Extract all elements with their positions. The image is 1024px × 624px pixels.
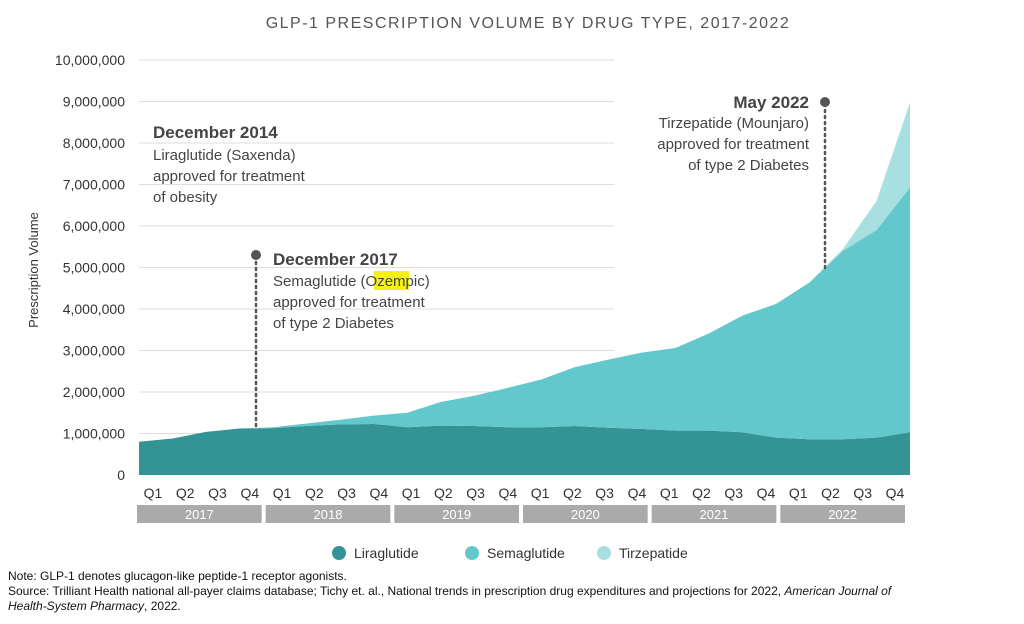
annotation-line: approved for treatment (153, 168, 306, 185)
y-tick-label: 1,000,000 (63, 426, 125, 442)
legend: Liraglutide Semaglutide Tirzepatide (332, 545, 688, 561)
y-tick-label: 7,000,000 (63, 177, 125, 193)
x-tick-label: Q2 (821, 485, 840, 501)
area-semaglutide (139, 187, 910, 442)
year-bands: 2017 2018 2019 2020 2021 2022 (137, 505, 905, 523)
text-highlight (374, 271, 409, 290)
x-tick-label: Q4 (240, 485, 259, 501)
y-axis-label: Prescription Volume (26, 212, 41, 328)
year-band (137, 505, 262, 523)
x-tick-label: Q3 (208, 485, 227, 501)
x-tick-label: Q2 (692, 485, 711, 501)
source-journal: American Journal of (784, 584, 892, 598)
x-tick-label: Q2 (305, 485, 324, 501)
annotation-line: of obesity (153, 189, 218, 206)
y-tick-label: 6,000,000 (63, 218, 125, 234)
x-tick-label: Q2 (176, 485, 195, 501)
area-liraglutide (139, 423, 910, 475)
stacked-areas (139, 102, 910, 475)
annotation-line: of type 2 Diabetes (273, 315, 394, 332)
source-prefix: Source: Trilliant Health national all-pa… (8, 584, 785, 598)
x-tick-label: Q3 (466, 485, 485, 501)
x-tick-label: Q3 (337, 485, 356, 501)
annotation-line: of type 2 Diabetes (688, 157, 809, 174)
x-tick-label: Q3 (724, 485, 743, 501)
year-label: 2017 (185, 507, 214, 522)
source-journal-continued: Health-System Pharmacy (8, 599, 145, 613)
source-text-continued: Health-System Pharmacy, 2022. (8, 599, 181, 614)
source-text: Source: Trilliant Health national all-pa… (8, 584, 891, 599)
annotation-line: approved for treatment (657, 136, 810, 153)
year-band (265, 505, 391, 523)
x-tick-labels: Q1 Q2 Q3 Q4 Q1 Q2 Q3 Q4 Q1 Q2 Q3 Q4 Q1 Q2 Q3 Q4 Q1 Q2 Q3 Q4… (144, 485, 905, 501)
legend-label-tirzepatide: Tirzepatide (619, 545, 688, 561)
x-tick-label: Q4 (499, 485, 518, 501)
source-suffix: , 2022. (144, 599, 181, 613)
x-tick-label: Q1 (660, 485, 679, 501)
year-band (523, 505, 648, 523)
note-text: Note: GLP-1 denotes glucagon-like peptid… (8, 569, 347, 583)
x-tick-label: Q1 (402, 485, 421, 501)
y-tick-labels: 0 1,000,000 2,000,000 3,000,000 4,000,000 5,0… (55, 52, 125, 483)
y-tick-label: 3,000,000 (63, 343, 125, 359)
marker-dot (251, 250, 261, 260)
y-tick-label: 8,000,000 (63, 135, 125, 151)
chart-title: GLP-1 PRESCRIPTION VOLUME BY DRUG TYPE, … (266, 15, 791, 32)
year-label: 2018 (314, 507, 343, 522)
year-label: 2019 (442, 507, 471, 522)
y-tick-label: 10,000,000 (55, 52, 125, 68)
annotation-heading: December 2017 (273, 250, 398, 269)
legend-swatch-tirzepatide (597, 546, 611, 560)
year-band (780, 505, 905, 523)
x-tick-label: Q1 (531, 485, 550, 501)
year-label: 2021 (700, 507, 729, 522)
y-tick-label: 9,000,000 (63, 94, 125, 110)
x-tick-label: Q4 (757, 485, 776, 501)
y-tick-label: 2,000,000 (63, 384, 125, 400)
x-tick-label: Q4 (628, 485, 647, 501)
gridlines (139, 59, 614, 434)
legend-label-liraglutide: Liraglutide (354, 545, 419, 561)
year-band (651, 505, 777, 523)
x-tick-label: Q1 (789, 485, 808, 501)
legend-swatch-semaglutide (465, 546, 479, 560)
x-tick-label: Q3 (853, 485, 872, 501)
legend-swatch-liraglutide (332, 546, 346, 560)
marker-dot (820, 97, 830, 107)
y-tick-label: 0 (117, 467, 125, 483)
annotation-line: approved for treatment (273, 294, 426, 311)
y-tick-label: 4,000,000 (63, 301, 125, 317)
x-tick-label: Q1 (144, 485, 163, 501)
x-tick-label: Q3 (595, 485, 614, 501)
annotation-line: Tirzepatide (Mounjaro) (659, 115, 809, 132)
x-tick-label: Q2 (434, 485, 453, 501)
year-band (394, 505, 519, 523)
legend-label-semaglutide: Semaglutide (487, 545, 565, 561)
x-tick-label: Q4 (886, 485, 905, 501)
year-label: 2020 (571, 507, 600, 522)
annotation-heading: December 2014 (153, 123, 278, 142)
x-tick-label: Q1 (273, 485, 292, 501)
y-tick-label: 5,000,000 (63, 260, 125, 276)
annotations: December 2014 Liraglutide (Saxenda) approv… (153, 93, 830, 429)
x-tick-label: Q2 (563, 485, 582, 501)
x-tick-label: Q4 (369, 485, 388, 501)
annotation-heading: May 2022 (733, 93, 809, 112)
annotation-line: Semaglutide (Ozempic) (273, 273, 430, 290)
annotation-line: Liraglutide (Saxenda) (153, 147, 296, 164)
year-label: 2022 (828, 507, 857, 522)
